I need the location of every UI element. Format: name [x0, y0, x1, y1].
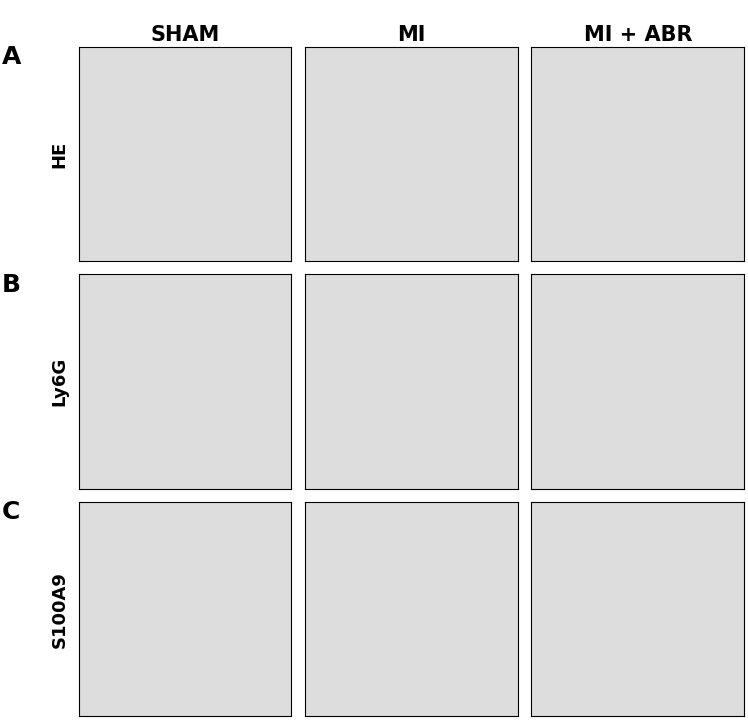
Text: SHAM: SHAM — [150, 24, 220, 45]
Text: MI + ABR: MI + ABR — [583, 24, 692, 45]
Text: S100A9: S100A9 — [51, 571, 69, 647]
Text: HE: HE — [51, 140, 69, 168]
Text: A: A — [2, 45, 22, 69]
Text: C: C — [2, 500, 21, 524]
Text: B: B — [2, 273, 21, 297]
Text: Ly6G: Ly6G — [51, 357, 69, 406]
Text: MI: MI — [397, 24, 426, 45]
